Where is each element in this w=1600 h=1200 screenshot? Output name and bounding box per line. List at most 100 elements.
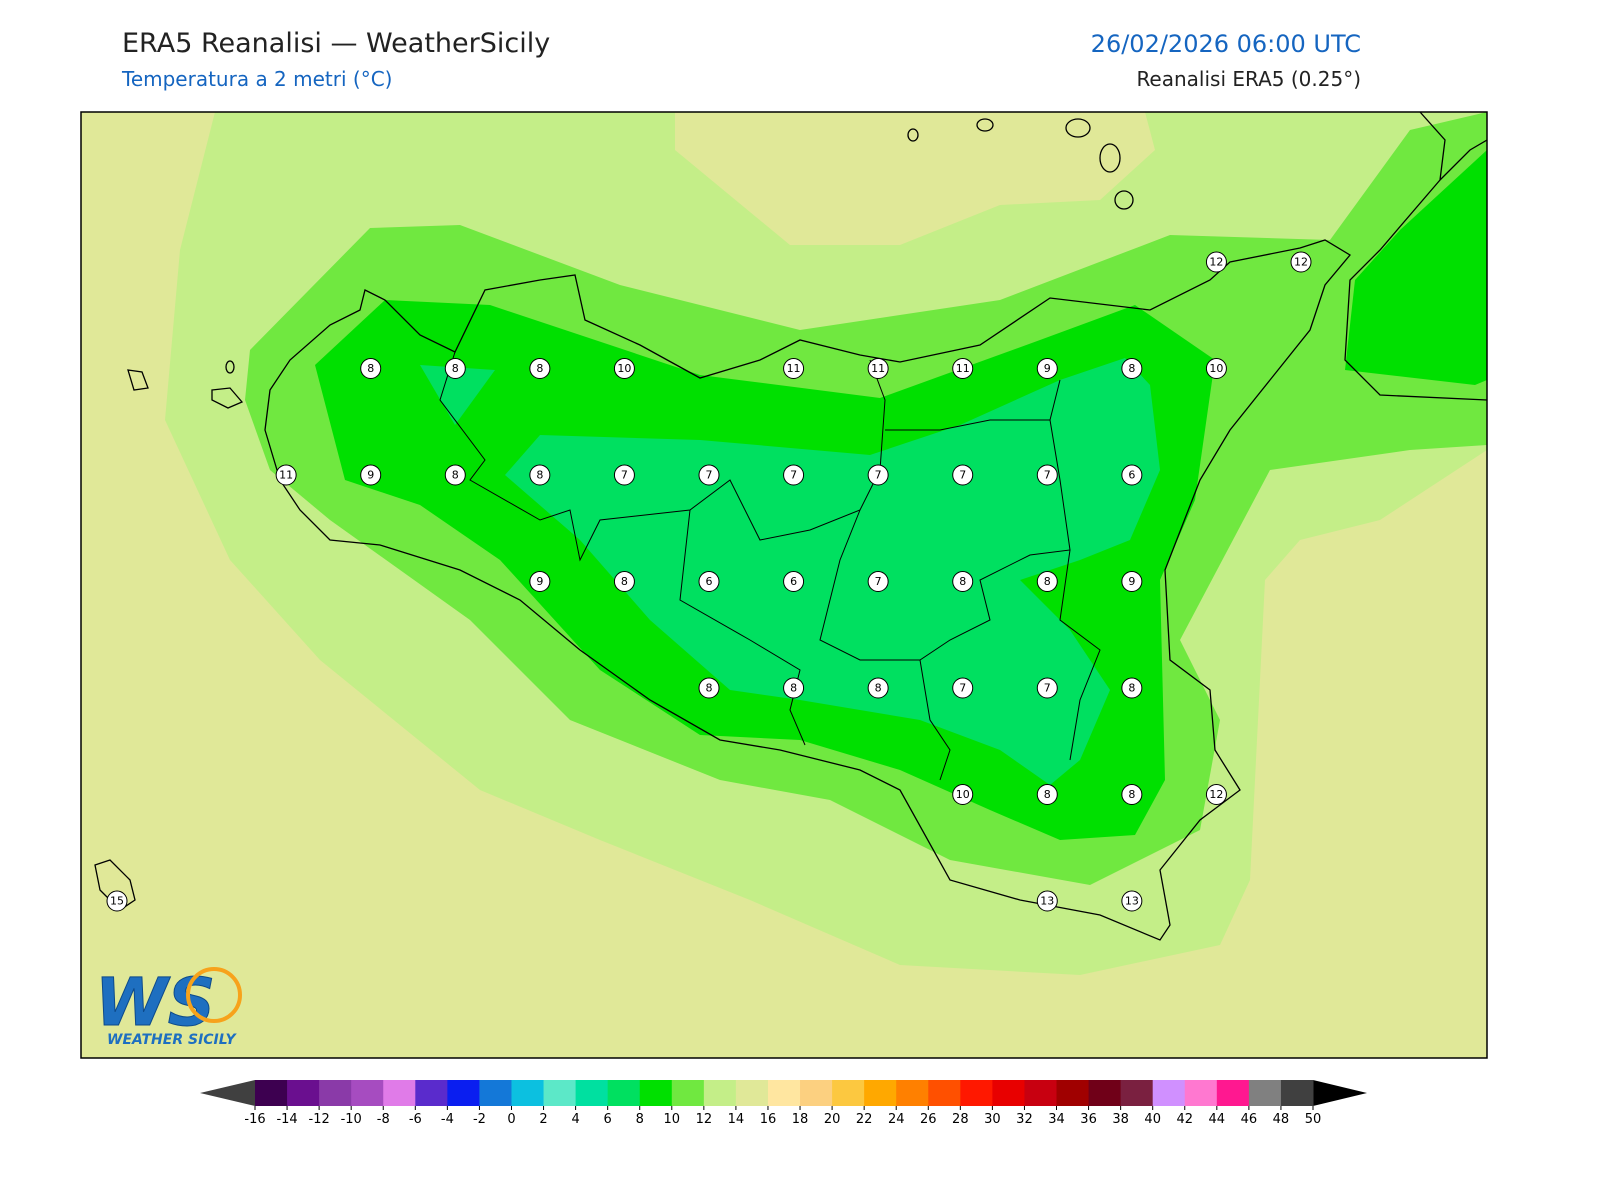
station-value: 8 — [706, 682, 713, 695]
coastline — [94, 112, 1487, 941]
station-value: 13 — [1125, 895, 1139, 908]
colorbar-bin — [479, 1080, 512, 1106]
colorbar-tick-label: 4 — [571, 1112, 579, 1127]
station-marker — [275, 464, 297, 486]
colorbar-tick-label: 2 — [539, 1112, 547, 1127]
station-value: 10 — [617, 362, 631, 375]
station-marker — [1205, 784, 1227, 805]
station-marker — [1036, 358, 1058, 379]
station-value: 9 — [1044, 362, 1051, 375]
colorbar-bin — [832, 1080, 865, 1106]
station-marker — [529, 358, 551, 379]
station-value: 8 — [1044, 575, 1051, 588]
colorbar-bin — [639, 1080, 673, 1106]
station-marker — [952, 464, 974, 486]
station-value: 8 — [1128, 362, 1135, 375]
station-marker — [1205, 358, 1227, 379]
colorbar-tick-label: 14 — [728, 1112, 745, 1127]
station-value: 11 — [787, 362, 801, 375]
colorbar-tick-label: -14 — [276, 1112, 297, 1127]
colorbar-bin — [1024, 1080, 1058, 1106]
station-marker — [1121, 358, 1143, 379]
colorbar-tick-label: 32 — [1016, 1112, 1033, 1127]
station-marker — [1036, 464, 1058, 486]
logo-name: WEATHER SICILY — [107, 1032, 238, 1048]
colorbar-tick-label: -6 — [409, 1112, 422, 1127]
station-marker — [783, 358, 805, 379]
station-marker — [867, 358, 889, 379]
colorbar-tick-label: 28 — [952, 1112, 969, 1127]
contour — [420, 365, 495, 425]
station-value: 7 — [621, 469, 628, 482]
station-value: 7 — [1044, 682, 1051, 695]
station-marker — [952, 784, 974, 805]
station-value: 8 — [536, 469, 543, 482]
station-value: 8 — [1044, 788, 1051, 801]
station-marker — [1121, 677, 1143, 699]
station-marker — [783, 464, 805, 486]
colorbar-bin — [287, 1080, 320, 1106]
colorbar-tick-label: 18 — [792, 1112, 809, 1127]
station-marker — [360, 464, 382, 486]
station-value: 7 — [790, 469, 797, 482]
title: ERA5 Reanalisi — WeatherSicily — [122, 28, 550, 59]
colorbar-bin — [1088, 1080, 1122, 1106]
map-frame — [80, 111, 1488, 1059]
colorbar-bin — [928, 1080, 961, 1106]
station-marker — [106, 890, 128, 912]
station-value: 7 — [959, 682, 966, 695]
colorbar-bin — [1152, 1080, 1186, 1106]
colorbar-bin — [960, 1080, 993, 1106]
station-value: 13 — [1040, 895, 1054, 908]
colorbar-tick-label: 22 — [856, 1112, 873, 1127]
station-value: 15 — [110, 895, 124, 908]
station-marker — [1036, 677, 1058, 699]
colorbar-bin — [319, 1080, 352, 1106]
station-value: 7 — [875, 575, 882, 588]
station-marker — [613, 358, 635, 379]
station-marker — [867, 464, 889, 486]
colorbar-tick-label: 34 — [1048, 1112, 1065, 1127]
station-marker — [1121, 890, 1143, 912]
station-marker — [698, 677, 720, 699]
colorbar-over — [1313, 1080, 1367, 1106]
colorbar: -16 -14 -12 -10 -8 -6 -4 -2 0 2 4 6 8 10 12 14 16 18 20 22 2… — [200, 1080, 1367, 1127]
colorbar-bin — [415, 1080, 448, 1106]
station-value: 12 — [1209, 256, 1223, 269]
colorbar-bin — [607, 1080, 641, 1106]
colorbar-bin — [1056, 1080, 1090, 1106]
station-value: 8 — [452, 362, 459, 375]
station-marker — [613, 464, 635, 486]
station-marker — [444, 358, 466, 379]
station-value: 7 — [1044, 469, 1051, 482]
station-value: 7 — [875, 469, 882, 482]
station-marker — [698, 464, 720, 486]
station-marker — [360, 358, 382, 379]
station-marker — [444, 464, 466, 486]
stations: 12 12 8 8 8 10 11 11 11 9 8 10 11 9 8 8 7 7 7 7 7 7 6 9 8 6 6 7 8 8 9 8… — [106, 251, 1312, 912]
station-value: 6 — [706, 575, 713, 588]
station-value: 9 — [1128, 575, 1135, 588]
colorbar-bin — [1184, 1080, 1218, 1106]
station-value: 8 — [959, 575, 966, 588]
colorbar-tick-label: 8 — [636, 1112, 644, 1127]
station-value: 8 — [1128, 682, 1135, 695]
colorbar-bin — [511, 1080, 545, 1106]
station-value: 8 — [875, 682, 882, 695]
station-value: 8 — [452, 469, 459, 482]
station-marker — [952, 677, 974, 699]
station-value: 11 — [871, 362, 885, 375]
colorbar-bin — [383, 1080, 416, 1106]
station-value: 6 — [1128, 469, 1135, 482]
station-marker — [1121, 571, 1143, 592]
colorbar-bin — [1120, 1080, 1154, 1106]
province-borders — [439, 351, 1101, 781]
station-marker — [783, 571, 805, 592]
colorbar-tick-label: 24 — [888, 1112, 905, 1127]
station-marker — [1036, 571, 1058, 592]
colorbar-tick-label: 42 — [1176, 1112, 1193, 1127]
station-value: 6 — [790, 575, 797, 588]
station-value: 11 — [279, 469, 293, 482]
